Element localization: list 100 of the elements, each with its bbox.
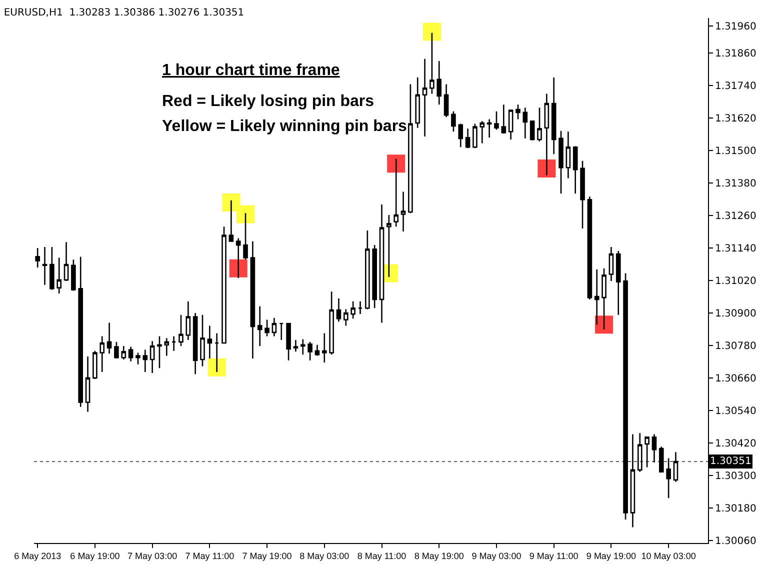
candlestick [71, 259, 76, 292]
x-tick-label: 8 May 03:00 [300, 550, 350, 561]
candlestick [186, 300, 191, 341]
candlestick [400, 191, 406, 232]
y-tick-label: 1.31020 [715, 276, 756, 287]
candlestick [408, 84, 413, 214]
x-tick-label: 7 May 19:00 [242, 550, 292, 561]
x-tick-label: 9 May 19:00 [586, 550, 636, 561]
candlestick [587, 196, 592, 300]
candlestick [580, 160, 585, 230]
candlestick [178, 314, 184, 347]
x-tick-label: 10 May 03:00 [641, 550, 696, 561]
candlestick [608, 246, 614, 282]
x-tick-label: 7 May 03:00 [128, 550, 178, 561]
candlestick [422, 58, 428, 138]
candlestick [243, 212, 248, 260]
candlestick [128, 346, 134, 362]
candlestick [207, 325, 212, 360]
candlestick [480, 120, 485, 144]
y-tick-label: 1.30060 [715, 536, 756, 547]
candlestick [236, 238, 241, 279]
candlestick [344, 308, 348, 326]
candlestick [350, 300, 356, 320]
y-tick-label: 1.30420 [715, 438, 756, 450]
candlestick [322, 332, 327, 364]
y-tick-label: 1.31960 [715, 22, 756, 33]
candlestick [329, 290, 334, 356]
candlestick [56, 257, 62, 294]
candlestick [264, 319, 270, 337]
candlestick [64, 241, 69, 282]
point [538, 159, 556, 178]
candlestick [444, 84, 449, 118]
candlestick [114, 341, 119, 360]
candlestick [142, 349, 148, 373]
candlestick [100, 336, 105, 373]
y-tick-label: 1.31380 [715, 178, 756, 190]
candlestick [486, 118, 492, 138]
candlestick [508, 108, 514, 140]
candlestick [372, 244, 377, 309]
candlestick [530, 120, 535, 141]
candlestick [358, 300, 363, 315]
y-tick-label: 1.30300 [715, 470, 756, 482]
point [595, 316, 614, 334]
candlestick [250, 240, 256, 360]
candlestick [602, 268, 606, 330]
candlestick [192, 312, 198, 375]
ref-line-label: 1.30351 [710, 456, 752, 467]
candlestick [537, 106, 542, 142]
candlestick [308, 341, 312, 361]
candlestick [121, 345, 126, 360]
y-tick-label: 1.30900 [715, 308, 756, 320]
x-tick-label: 8 May 11:00 [357, 550, 406, 561]
candlestick [458, 123, 464, 148]
candlestick [494, 110, 499, 130]
chart-title: EURUSD,H1 1.30283 1.30386 1.30276 1.30351 [4, 8, 244, 19]
x-tick-label: 6 May 2013 [14, 550, 62, 561]
candlestick [386, 214, 392, 278]
point [208, 358, 226, 376]
annotation: Yellow = Likely winning pin bars [162, 118, 408, 135]
candlestick [257, 306, 262, 347]
candlestick [136, 352, 140, 366]
candlestick [42, 246, 48, 286]
y-tick-label: 1.30660 [715, 373, 756, 384]
candlestick [278, 322, 284, 341]
candlestick [566, 131, 571, 179]
point [422, 22, 441, 41]
y-tick-label: 1.31740 [715, 81, 756, 92]
candlestick [106, 322, 112, 354]
candlestick [465, 128, 470, 149]
y-tick-label: 1.31860 [715, 48, 756, 60]
annotation: Red = Likely losing pin bars [162, 93, 374, 110]
candlestick [171, 336, 176, 352]
candlestick [222, 226, 226, 344]
candlestick [544, 93, 550, 176]
candlestick [293, 339, 298, 352]
point [236, 205, 255, 224]
candlestick [286, 322, 291, 361]
y-tick-label: 1.31140 [715, 244, 756, 255]
x-tick-label: 9 May 03:00 [472, 550, 522, 561]
x-tick-label: 6 May 19:00 [70, 550, 120, 561]
y-tick-label: 1.31260 [715, 211, 756, 222]
candlestick [451, 110, 456, 132]
candlestick [92, 350, 98, 380]
y-tick-label: 1.31500 [715, 146, 756, 158]
candlestick [150, 340, 155, 374]
candlestick [314, 344, 320, 356]
candlestick [379, 204, 384, 324]
candlestick [78, 256, 84, 408]
x-tick-label: 7 May 11:00 [185, 550, 234, 561]
y-tick-label: 1.30540 [715, 406, 756, 417]
candlestick [157, 336, 162, 369]
candlestick [164, 337, 170, 356]
candlestick [558, 130, 564, 194]
candlestick [35, 247, 40, 268]
candlestick [394, 158, 398, 228]
candlestick [436, 60, 442, 106]
candlestick [572, 146, 578, 194]
point [387, 154, 406, 173]
candlestick [336, 298, 342, 322]
candlestick [430, 32, 434, 94]
